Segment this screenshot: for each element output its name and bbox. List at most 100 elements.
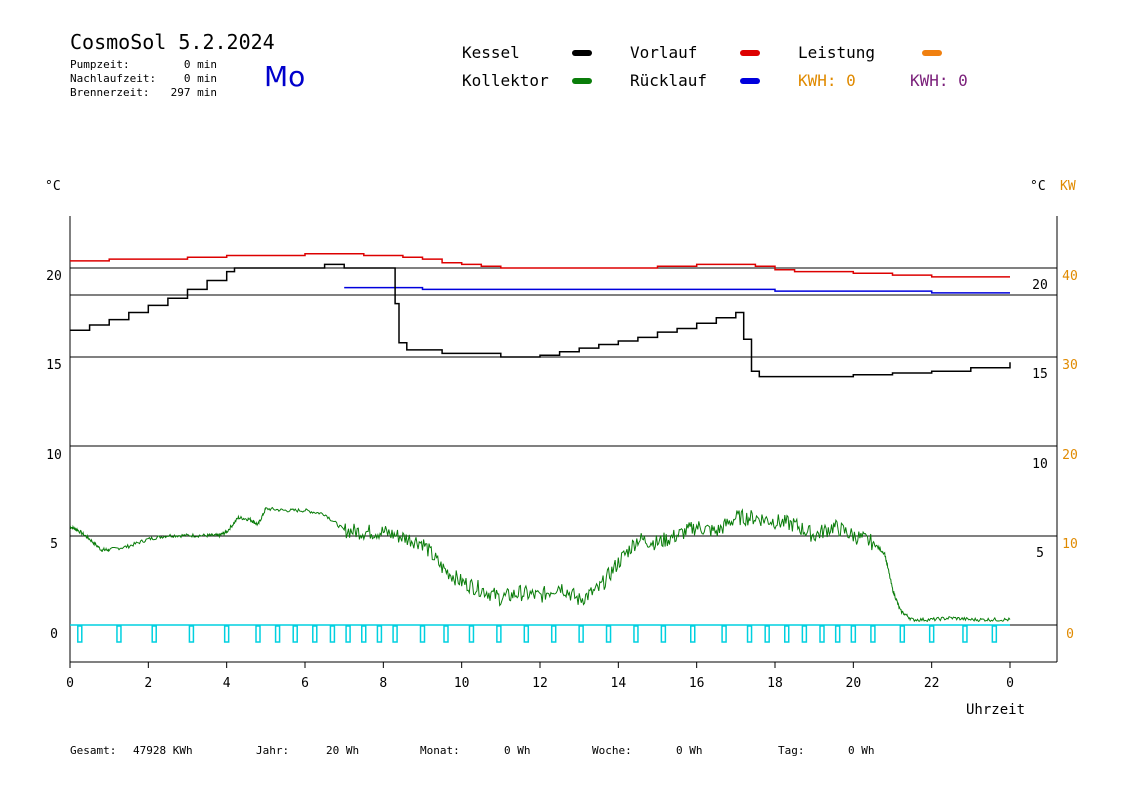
pump-mark-19	[550, 625, 557, 643]
pump-mark-11	[361, 625, 367, 643]
pump-mark-36	[962, 625, 968, 643]
pump-mark-3	[188, 625, 195, 643]
x-tick-label-5: 10	[454, 676, 470, 691]
pump-mark-13	[392, 625, 398, 643]
footer-tag-value: 0 Wh	[848, 744, 875, 757]
right-kw-tick-label-4: 0	[1066, 627, 1074, 642]
pump-mark-15	[443, 625, 449, 643]
chart-title: CosmoSol 5.2.2024	[70, 30, 275, 54]
footer-monat-label: Monat:	[420, 744, 460, 757]
left-unit-label: °C	[45, 179, 61, 194]
pump-mark-7	[292, 625, 298, 643]
pump-mark-8	[312, 625, 318, 643]
legend-kessel: Kessel	[462, 43, 520, 62]
footer-gesamt-label: Gesamt:	[70, 744, 117, 757]
left-tick-label-1: 15	[46, 358, 62, 373]
pump-marks	[70, 624, 1010, 643]
pump-mark-0	[77, 625, 83, 643]
pump-mark-21	[605, 625, 612, 643]
pump-mark-27	[764, 625, 770, 643]
pump-mark-30	[819, 625, 825, 643]
stat-pumpzeit-value: 0 min	[183, 58, 217, 71]
pump-mark-24	[690, 625, 696, 643]
footer-woche-label: Woche:	[592, 744, 632, 757]
pump-mark-25	[721, 625, 727, 643]
pump-mark-22	[633, 625, 639, 643]
right-kw-tick-label-1: 30	[1062, 358, 1078, 373]
legend-vorlauf: Vorlauf	[630, 43, 698, 62]
right-tick-label-2: 10	[1032, 457, 1048, 472]
pump-mark-20	[578, 625, 584, 643]
left-tick-label-3: 5	[50, 537, 58, 552]
footer-jahr-label: Jahr:	[256, 744, 290, 757]
pump-mark-33	[870, 625, 876, 643]
right-kw-tick-label-0: 40	[1062, 269, 1078, 284]
legend-kollektor-swatch	[572, 78, 592, 84]
stat-nachlaufzeit-value: 0 min	[183, 72, 217, 85]
footer-tag-label: Tag:	[778, 744, 805, 757]
legend-ruecklauf: Rücklauf	[630, 71, 708, 90]
stat-brennerzeit-label: Brennerzeit:	[70, 86, 150, 99]
x-axis-label: Uhrzeit	[966, 702, 1025, 718]
pump-mark-1	[116, 625, 122, 643]
pump-mark-34	[899, 625, 906, 643]
pump-mark-12	[376, 625, 383, 643]
weekday-label: Mo	[264, 60, 306, 93]
pump-mark-2	[151, 625, 157, 643]
series-vorlauf	[70, 253, 1010, 278]
legend-leistung: Leistung	[798, 43, 876, 62]
legend-kessel-swatch	[572, 50, 592, 56]
pump-mark-31	[834, 625, 841, 643]
legend-kwh-orange: KWH: 0	[798, 71, 856, 90]
pump-mark-16	[468, 625, 475, 643]
series-kessel	[70, 263, 1011, 378]
pump-mark-23	[660, 625, 667, 643]
left-tick-label-2: 10	[46, 448, 62, 463]
right-kw-tick-label-2: 20	[1062, 448, 1078, 463]
x-tick-label-10: 20	[846, 676, 862, 691]
pump-mark-37	[991, 625, 998, 643]
series-lines	[69, 253, 1011, 623]
pump-mark-32	[850, 625, 857, 643]
right-kw-unit-label: KW	[1060, 179, 1076, 194]
left-tick-label-0: 20	[46, 269, 62, 284]
left-tick-label-4: 0	[50, 627, 58, 642]
x-tick-label-0: 0	[66, 676, 74, 691]
pump-mark-28	[784, 625, 790, 643]
footer-jahr-value: 20 Wh	[326, 744, 360, 757]
right-tick-label-1: 15	[1032, 367, 1048, 382]
series-ruecklauf	[344, 286, 1010, 294]
pump-mark-35	[928, 625, 935, 643]
pump-mark-18	[523, 625, 530, 643]
legend-ruecklauf-swatch	[740, 78, 760, 84]
stat-nachlaufzeit-label: Nachlaufzeit:	[70, 72, 157, 85]
pump-mark-29	[801, 625, 808, 643]
footer-monat-value: 0 Wh	[504, 744, 531, 757]
pump-mark-17	[496, 625, 502, 643]
x-tick-label-11: 22	[924, 676, 940, 691]
x-tick-label-12: 0	[1006, 676, 1014, 691]
legend-leistung-swatch	[922, 50, 942, 56]
x-tick-label-8: 16	[689, 676, 705, 691]
pump-mark-5	[255, 625, 261, 643]
pump-mark-10	[345, 625, 351, 643]
pump-mark-4	[223, 625, 230, 643]
stat-brennerzeit-value: 297 min	[170, 86, 217, 99]
footer-gesamt-value: 47928 KWh	[133, 744, 193, 757]
x-tick-label-3: 6	[301, 676, 309, 691]
stat-pumpzeit-label: Pumpzeit:	[70, 58, 130, 71]
right-unit-label: °C	[1030, 179, 1046, 194]
x-tick-label-7: 14	[611, 676, 627, 691]
pump-mark-26	[746, 625, 753, 643]
x-tick-label-4: 8	[379, 676, 387, 691]
right-kw-tick-label-3: 10	[1062, 537, 1078, 552]
legend-kollektor: Kollektor	[462, 71, 549, 90]
pump-mark-9	[329, 625, 336, 643]
axis-ticks: 0 2 4 6 8 10 12 14 16 18 20 22 0 20 15 10 5 0 20 15 10 5 40 30 2…	[46, 269, 1078, 691]
right-tick-label-3: 5	[1036, 546, 1044, 561]
x-tick-label-6: 12	[532, 676, 548, 691]
x-tick-label-1: 2	[144, 676, 152, 691]
legend-kwh-purple: KWH: 0	[910, 71, 968, 90]
footer-woche-value: 0 Wh	[676, 744, 703, 757]
pump-mark-14	[419, 625, 426, 643]
